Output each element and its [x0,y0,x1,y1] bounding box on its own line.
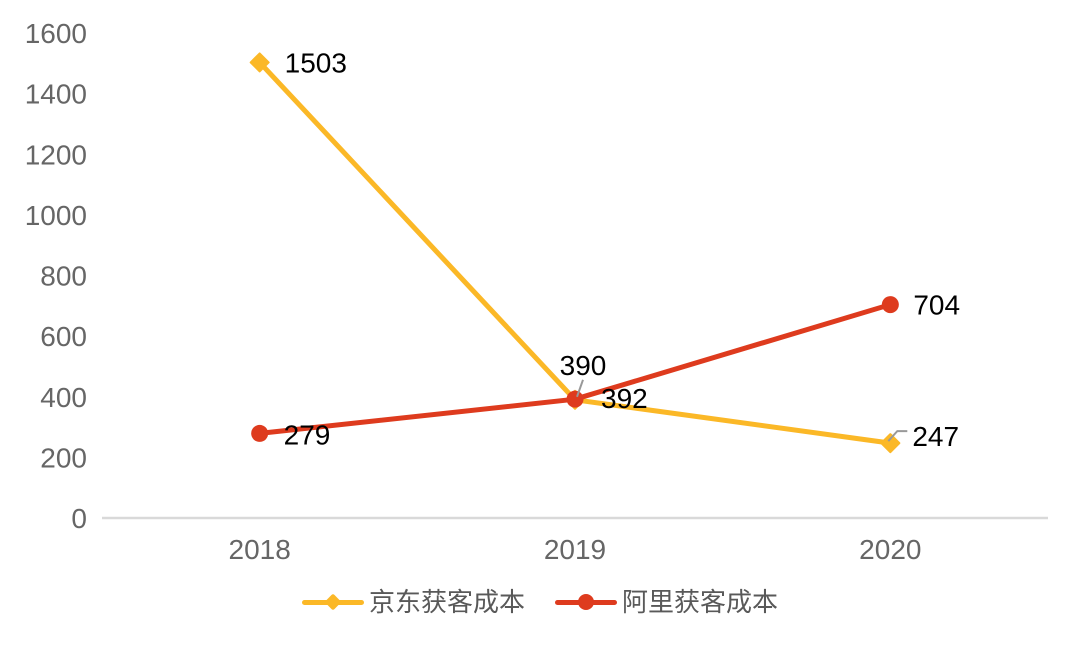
data-point-label: 279 [284,419,331,450]
y-axis-tick-label: 800 [40,261,87,292]
data-point-label: 392 [601,383,648,414]
x-axis-tick-label: 2019 [544,534,606,565]
y-axis-tick-label: 0 [71,503,87,534]
y-axis-tick-label: 400 [40,382,87,413]
data-point-label: 1503 [285,47,347,78]
legend-marker-diamond-icon [324,593,342,611]
legend-line-sample [301,592,364,612]
legend: 京东获客成本 阿里获客成本 [0,589,1080,615]
legend-item-0: 京东获客成本 [301,587,525,617]
y-axis-tick-label: 1600 [25,18,87,49]
y-axis-tick-label: 1200 [25,139,87,170]
data-point-marker-circle [881,296,899,314]
data-point-label: 704 [913,290,960,321]
legend-item-1: 阿里获客成本 [555,589,778,615]
data-point-label: 247 [912,421,959,452]
data-point-marker-diamond [880,433,901,454]
y-axis-tick-label: 1000 [25,200,87,231]
data-point-marker-circle [251,424,269,442]
legend-label: 阿里获客成本 [622,587,779,617]
x-axis-tick-label: 2018 [229,534,291,565]
series-line-0 [257,59,893,446]
y-axis-tick-label: 1400 [25,79,87,110]
data-label-leader-line [576,379,584,398]
x-axis-tick-label: 2020 [859,534,921,565]
y-axis-tick-label: 200 [40,442,87,473]
data-label-leader-line [887,430,908,442]
legend-line-sample [555,592,617,612]
legend-label: 京东获客成本 [368,587,525,617]
data-point-marker-diamond [249,52,270,73]
data-point-marker-circle [566,390,584,408]
legend-marker-circle-icon [578,594,594,610]
y-axis-tick-label: 600 [40,321,87,352]
data-point-label: 390 [560,350,607,381]
